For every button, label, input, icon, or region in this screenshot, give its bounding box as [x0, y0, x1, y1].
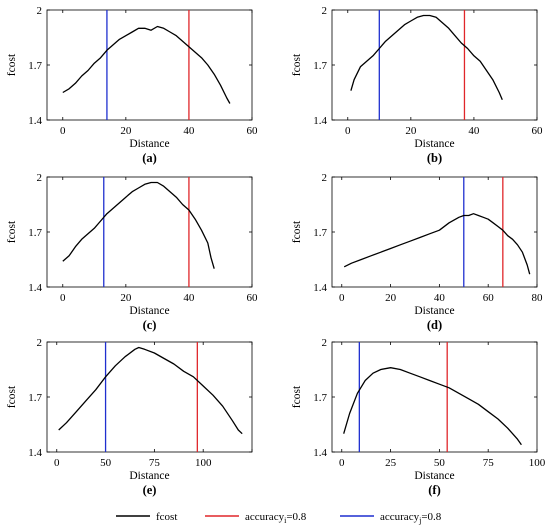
x-tick-label: 40: [183, 125, 195, 137]
y-tick-label: 1.7: [28, 392, 42, 404]
x-tick-label: 60: [247, 125, 259, 137]
y-axis-label: fcost: [291, 385, 303, 408]
panel-e: 0 50 75 100 1.4 1.7 2 Distance fcost (e): [6, 337, 253, 497]
y-axis-label: fcost: [291, 220, 303, 243]
y-tick-label: 1.7: [28, 60, 42, 72]
y-tick-label: 1.4: [313, 282, 327, 294]
x-axis-label: Distance: [129, 470, 169, 482]
plot-frame: [46, 9, 253, 121]
x-tick-label: 40: [183, 292, 195, 304]
y-tick-label: 1.7: [313, 392, 327, 404]
legend-label-accuracy-j: accuracyj=0.8: [380, 511, 442, 525]
y-axis-label: fcost: [6, 385, 18, 408]
x-axis-label: Distance: [129, 305, 169, 317]
x-tick-label: 20: [120, 292, 132, 304]
legend: fcost accuracyi=0.8 accuracyj=0.8: [116, 511, 442, 525]
plot-frame: [46, 176, 253, 288]
x-tick-label: 0: [339, 457, 345, 469]
x-tick-label: 75: [149, 457, 161, 469]
y-axis-label: fcost: [291, 53, 303, 76]
plot-frame: [46, 341, 253, 453]
x-tick-label: 0: [60, 292, 66, 304]
panel-c: 0 20 40 60 1.4 1.7 2 Distance fcost (c): [6, 172, 258, 332]
series-line-fcost: [62, 25, 231, 104]
panel-d: 0 20 40 60 80 1.4 1.7 2 Distance fcost (d): [291, 172, 543, 332]
legend-label-accuracy-i: accuracyi=0.8: [245, 511, 307, 525]
y-tick-label: 1.7: [313, 227, 327, 239]
x-tick-label: 40: [434, 292, 446, 304]
legend-label-fcost: fcost: [156, 511, 177, 523]
x-tick-label: 100: [195, 457, 212, 469]
x-tick-label: 25: [385, 457, 397, 469]
series-line-fcost: [62, 181, 215, 269]
y-tick-label: 2: [322, 337, 328, 349]
y-tick-label: 2: [37, 337, 43, 349]
panel-label: (a): [142, 151, 157, 165]
y-axis-label: fcost: [6, 53, 18, 76]
series-line-fcost: [58, 346, 243, 435]
panel-label: (b): [427, 151, 442, 165]
x-axis-label: Distance: [414, 305, 454, 317]
y-tick-label: 2: [37, 172, 43, 184]
x-tick-label: 80: [532, 292, 544, 304]
x-tick-label: 50: [100, 457, 112, 469]
y-tick-label: 2: [322, 172, 328, 184]
y-tick-label: 1.4: [28, 115, 42, 127]
x-tick-label: 0: [345, 125, 351, 137]
panel-a: 0 20 40 60 1.4 1.7 2 Distance fcost (a): [6, 5, 258, 165]
x-tick-label: 40: [468, 125, 480, 137]
y-tick-label: 1.4: [28, 282, 42, 294]
x-axis-label: Distance: [129, 138, 169, 150]
x-tick-label: 60: [247, 292, 259, 304]
panel-b: 0 20 40 60 1.4 1.7 2 Distance fcost (b): [291, 5, 543, 165]
y-tick-label: 1.4: [313, 447, 327, 459]
x-tick-label: 20: [120, 125, 132, 137]
series-line-fcost: [343, 213, 531, 275]
x-tick-label: 20: [385, 292, 397, 304]
y-tick-label: 1.4: [313, 115, 327, 127]
panel-label: (e): [143, 483, 157, 497]
x-tick-label: 0: [60, 125, 66, 137]
x-axis-label: Distance: [414, 138, 454, 150]
y-tick-label: 1.7: [313, 60, 327, 72]
x-tick-label: 0: [339, 292, 345, 304]
y-tick-label: 2: [322, 5, 328, 17]
series-line-fcost: [343, 367, 522, 446]
panel-f: 0 25 50 75 100 1.4 1.7 2 Distance fcost (f): [291, 337, 546, 497]
panel-label: (d): [427, 318, 442, 332]
x-tick-label: 20: [405, 125, 417, 137]
x-tick-label: 75: [483, 457, 495, 469]
plot-frame: [331, 341, 538, 453]
x-tick-label: 60: [532, 125, 544, 137]
panel-label: (f): [428, 483, 441, 497]
x-axis-label: Distance: [414, 470, 454, 482]
x-tick-label: 60: [483, 292, 495, 304]
series-line-fcost: [350, 14, 503, 101]
x-tick-label: 50: [434, 457, 446, 469]
y-tick-label: 2: [37, 5, 43, 17]
y-axis-label: fcost: [6, 220, 18, 243]
y-tick-label: 1.4: [28, 447, 42, 459]
y-tick-label: 1.7: [28, 227, 42, 239]
x-tick-label: 0: [54, 457, 60, 469]
x-tick-label: 100: [529, 457, 546, 469]
panel-label: (c): [143, 318, 157, 332]
